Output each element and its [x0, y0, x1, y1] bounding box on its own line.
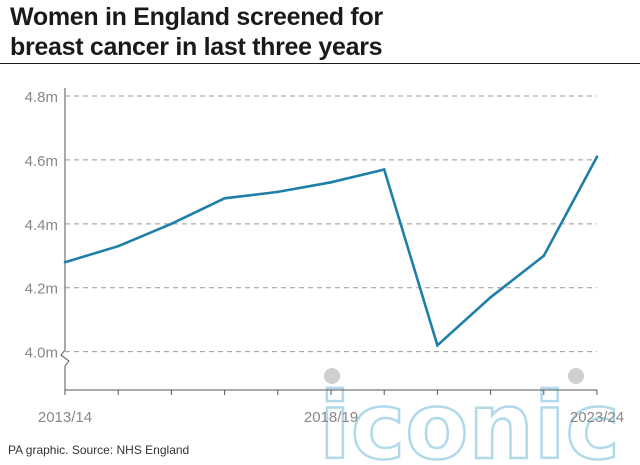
watermark-dot-right: [568, 368, 584, 384]
source-note: PA graphic. Source: NHS England: [8, 443, 190, 457]
data-point: [542, 254, 546, 258]
series-line: [64, 156, 599, 348]
y-tick-label: 4.2m: [25, 281, 58, 298]
data-point: [116, 244, 120, 248]
axes: [60, 88, 598, 395]
series-layer: [63, 155, 599, 348]
y-tick-label: 4.6m: [25, 153, 58, 170]
y-tick-label: 4.0m: [25, 345, 58, 362]
gridlines: [65, 95, 597, 353]
x-tick-label: 2023/24: [570, 409, 624, 426]
title-divider: [0, 63, 640, 64]
chart-title-line-2: breast cancer in last three years: [10, 33, 383, 61]
data-point: [63, 260, 67, 264]
y-tick-label: 4.8m: [25, 89, 58, 106]
data-point: [329, 180, 333, 184]
data-point: [382, 168, 386, 171]
x-tick-label: 2013/14: [38, 409, 92, 426]
data-point: [436, 343, 439, 347]
data-point: [170, 222, 173, 226]
watermark-dot-left: [324, 368, 340, 384]
watermark: iconic: [318, 368, 621, 465]
data-point: [595, 155, 599, 159]
x-tick-label: 2018/19: [304, 409, 358, 426]
chart-title-line-1: Women in England screened for: [10, 3, 383, 31]
axis-break-icon: [60, 349, 70, 367]
data-point: [276, 190, 280, 194]
data-point: [489, 296, 492, 299]
watermark-logo: iconic: [319, 373, 620, 465]
data-point: [223, 196, 226, 200]
chart-title: Women in England screened for breast can…: [10, 2, 630, 62]
tick-labels: 4.0m 4.2m 4.4m 4.6m 4.8m 2013/14 2018/19 2023/2…: [25, 89, 624, 426]
y-tick-label: 4.4m: [25, 217, 58, 234]
